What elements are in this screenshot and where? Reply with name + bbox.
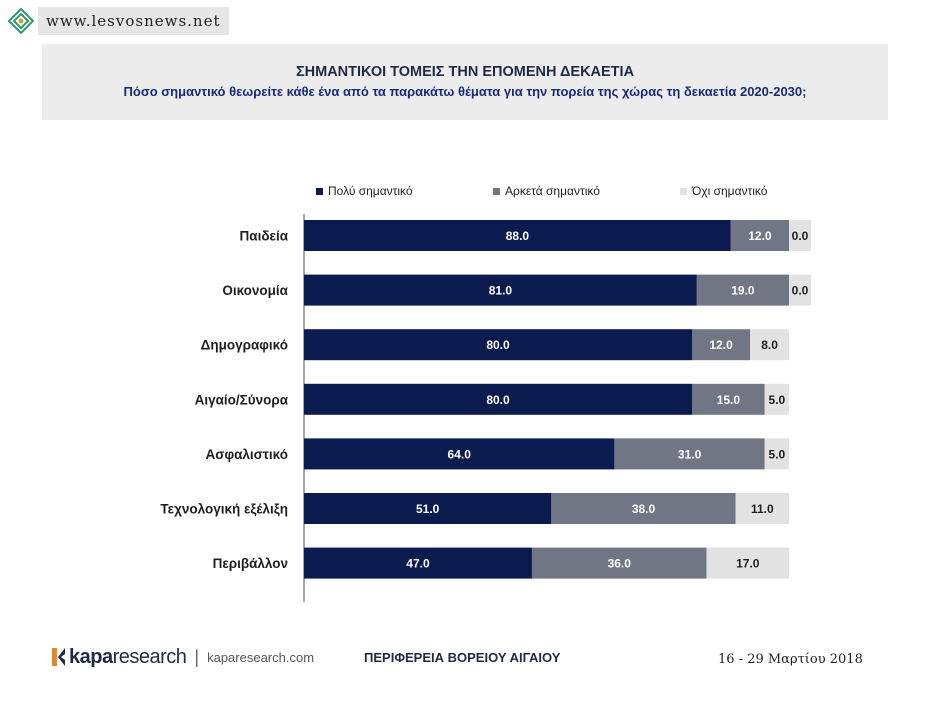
chart-title: ΣΗΜΑΝΤΙΚΟΙ ΤΟΜΕΙΣ ΤΗΝ ΕΠΟΜΕΝΗ ΔΕΚΑΕΤΙΑ (295, 64, 635, 80)
bar-segment (789, 274, 811, 306)
category-label: Αιγαίο/Σύνορα (195, 392, 289, 407)
legend-item-not-important: Όχι σημαντικό (680, 184, 767, 198)
watermark-text: www.lesvosnews.net (38, 7, 229, 35)
legend-label: Αρκετά σημαντικό (505, 184, 600, 198)
survey-region: ΠΕΡΙΦΕΡΕΙΑ ΒΟΡΕΙΟΥ ΑΙΓΑΙΟΥ (364, 650, 561, 665)
data-label: 19.0 (731, 284, 755, 298)
data-label: 8.0 (761, 338, 778, 352)
data-label: 47.0 (406, 557, 430, 571)
bar-segment (735, 493, 789, 524)
legend-label: Πολύ σημαντικό (328, 184, 413, 198)
bar-segment (304, 383, 692, 415)
legend-swatch (680, 187, 687, 195)
data-label: 36.0 (608, 557, 632, 571)
bar-segment (304, 438, 615, 470)
data-label: 11.0 (751, 502, 774, 516)
legend-item-very-important: Πολύ σημαντικό (316, 184, 413, 198)
data-label: 0.0 (792, 284, 809, 298)
data-label: 80.0 (486, 338, 510, 352)
bar-segment (304, 220, 731, 251)
data-label: 38.0 (632, 502, 656, 516)
bar-segment (304, 329, 692, 361)
bar-segment (789, 220, 811, 251)
bar-segment (304, 493, 552, 524)
bar-segment (706, 547, 789, 579)
legend-swatch (493, 187, 500, 195)
brand-site: kaparesearch.com (207, 649, 315, 665)
data-label: 0.0 (792, 229, 809, 243)
bar-segment (730, 220, 789, 251)
data-label: 31.0 (678, 447, 702, 461)
data-label: 64.0 (448, 447, 472, 461)
category-label: Παιδεία (240, 229, 289, 244)
kapa-logo-icon (52, 648, 65, 666)
bar-segment (692, 329, 751, 361)
category-label: Περιβάλλον (213, 556, 288, 571)
bar-segment (531, 547, 707, 579)
survey-date: 16 - 29 Μαρτίου 2018 (718, 652, 863, 667)
data-label: 15.0 (717, 393, 741, 407)
category-label: Δημογραφικό (201, 338, 288, 353)
brand-separator: | (194, 646, 200, 667)
data-label: 51.0 (416, 502, 440, 516)
category-label: Τεχνολογική εξέλιξη (160, 502, 288, 517)
bar-segment (692, 383, 765, 415)
kapa-research-logo: kaparesearch | kaparesearch.com (52, 644, 314, 670)
category-label: Οικονομία (222, 283, 288, 298)
bar-segment (750, 329, 789, 361)
bar-segment (614, 438, 765, 470)
bar-segment (764, 438, 789, 470)
category-label: Ασφαλιστικό (205, 447, 288, 462)
bar-segment (304, 274, 697, 306)
bar-segment (696, 274, 789, 306)
data-label: 80.0 (486, 393, 510, 407)
chart-subtitle: Πόσο σημαντικό θεωρείτε κάθε ένα από τα … (123, 84, 807, 99)
brand-name: kaparesearch (69, 645, 187, 668)
leaf-logo-icon (7, 7, 35, 35)
data-label: 88.0 (506, 229, 530, 243)
data-label: 17.0 (736, 557, 760, 571)
legend-item-fairly-important: Αρκετά σημαντικό (493, 184, 600, 198)
legend: Πολύ σημαντικό Αρκετά σημαντικό Όχι σημα… (0, 184, 930, 200)
data-label: 81.0 (489, 284, 513, 298)
bar-segment (304, 547, 532, 579)
data-label: 5.0 (769, 447, 786, 461)
data-label: 5.0 (769, 393, 786, 407)
legend-label: Όχι σημαντικό (692, 184, 768, 198)
data-label: 12.0 (709, 338, 733, 352)
watermark: www.lesvosnews.net (6, 6, 229, 36)
bar-segment (551, 493, 736, 524)
data-label: 12.0 (748, 229, 772, 243)
chart-header: ΣΗΜΑΝΤΙΚΟΙ ΤΟΜΕΙΣ ΤΗΝ ΕΠΟΜΕΝΗ ΔΕΚΑΕΤΙΑ Π… (42, 44, 888, 120)
bar-segment (764, 383, 789, 415)
legend-swatch (316, 187, 323, 195)
